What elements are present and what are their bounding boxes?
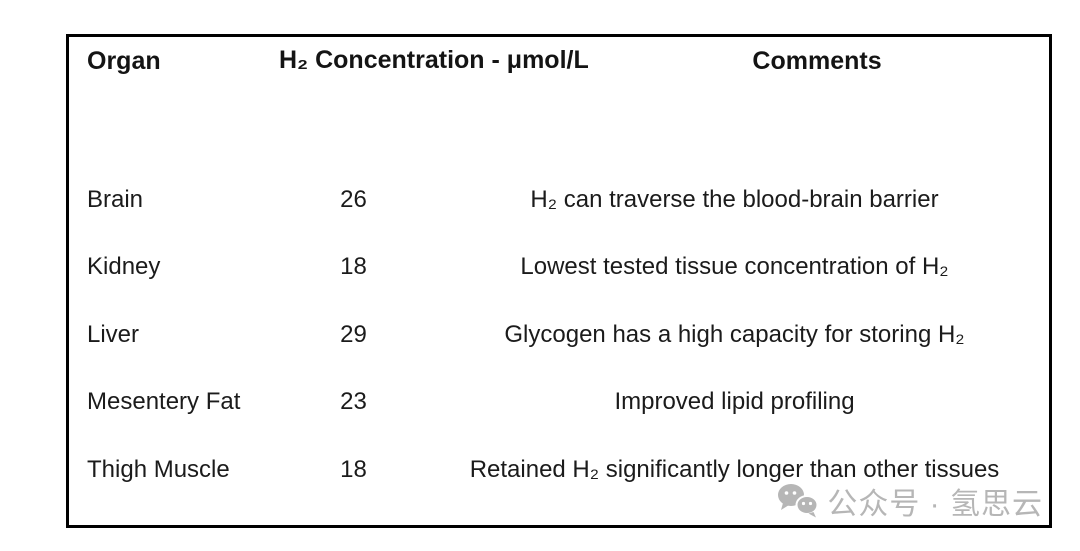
comment-cell: Improved lipid profiling	[614, 388, 855, 416]
table-row: Brain 26 H₂ can traverse the blood-brain…	[69, 166, 1049, 234]
concentration-cell: 23	[340, 388, 367, 416]
table-row: Liver 29 Glycogen has a high capacity fo…	[69, 301, 1049, 369]
table-body: Brain 26 H₂ can traverse the blood-brain…	[69, 166, 1049, 504]
concentration-cell: 29	[340, 320, 367, 348]
watermark: 公众号 · 氢思云	[777, 479, 1043, 523]
column-header-organ: Organ	[87, 47, 161, 75]
table-row: Kidney 18 Lowest tested tissue concentra…	[69, 234, 1049, 302]
concentration-cell: 26	[340, 185, 367, 213]
column-header-comments: Comments	[752, 47, 882, 75]
organ-cell: Kidney	[87, 253, 161, 281]
organ-cell: Liver	[87, 320, 140, 348]
concentration-cell: 18	[340, 253, 367, 281]
watermark-text: 公众号 · 氢思云	[827, 488, 1043, 521]
comment-cell: Glycogen has a high capacity for storing…	[504, 320, 965, 348]
table-row: Thigh Muscle 18 Retained H₂ significantl…	[69, 436, 1049, 504]
column-header-concentration: H₂ Concentration - μmol/L	[279, 46, 589, 74]
concentration-cell: 18	[340, 455, 367, 483]
wechat-icon	[777, 483, 819, 519]
comment-cell: Lowest tested tissue concentration of H₂	[520, 253, 949, 281]
organ-cell: Brain	[87, 185, 144, 213]
h2-concentration-table: Organ H₂ Concentration - μmol/L Comments…	[66, 34, 1052, 528]
comment-cell: Retained H₂ significantly longer than ot…	[469, 455, 1000, 483]
comment-cell: H₂ can traverse the blood-brain barrier	[530, 185, 939, 213]
organ-cell: Mesentery Fat	[87, 388, 241, 416]
organ-cell: Thigh Muscle	[87, 455, 230, 483]
table-row: Mesentery Fat 23 Improved lipid profilin…	[69, 369, 1049, 437]
